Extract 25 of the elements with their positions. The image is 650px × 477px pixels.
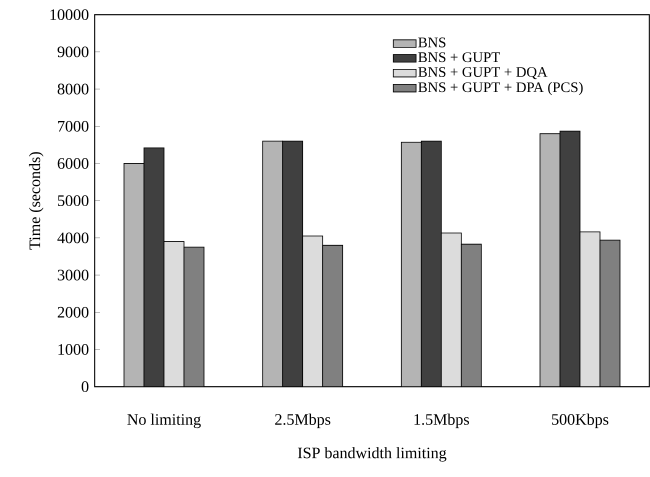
x-tick-label: No limiting — [127, 413, 201, 428]
y-tick-label: 10000 — [50, 9, 88, 20]
bar — [302, 235, 324, 387]
legend-label: BNS + GUPT — [418, 52, 500, 62]
legend-label: BNS + GUPT + DPA (PCS) — [418, 82, 583, 95]
y-tick-label: 7000 — [58, 120, 88, 132]
bar — [580, 231, 600, 387]
x-axis-title: ISP bandwidth limiting — [298, 446, 446, 462]
y-tick-label: 0 — [82, 381, 88, 392]
legend-label: BNS — [418, 37, 446, 48]
y-axis-title: Time (seconds) — [28, 152, 44, 250]
y-tick-label: 4000 — [57, 232, 88, 244]
y-tick-label: 3000 — [58, 270, 88, 280]
legend-label: BNS + GUPT + DQA — [418, 66, 548, 80]
y-tick-label: 2000 — [58, 306, 88, 318]
y-tick-label: 1000 — [58, 344, 88, 355]
x-tick-label: 1.5Mbps — [414, 413, 469, 428]
bar — [164, 241, 184, 387]
y-tick-label: 9000 — [58, 46, 88, 58]
y-tick-label: 5000 — [58, 195, 88, 206]
x-tick-label: 500Kbps — [552, 413, 608, 428]
y-tick-label: 8000 — [58, 84, 88, 94]
bar — [440, 232, 462, 387]
y-tick-label: 6000 — [58, 158, 88, 169]
x-tick-label: 2.5Mbps — [275, 413, 330, 428]
